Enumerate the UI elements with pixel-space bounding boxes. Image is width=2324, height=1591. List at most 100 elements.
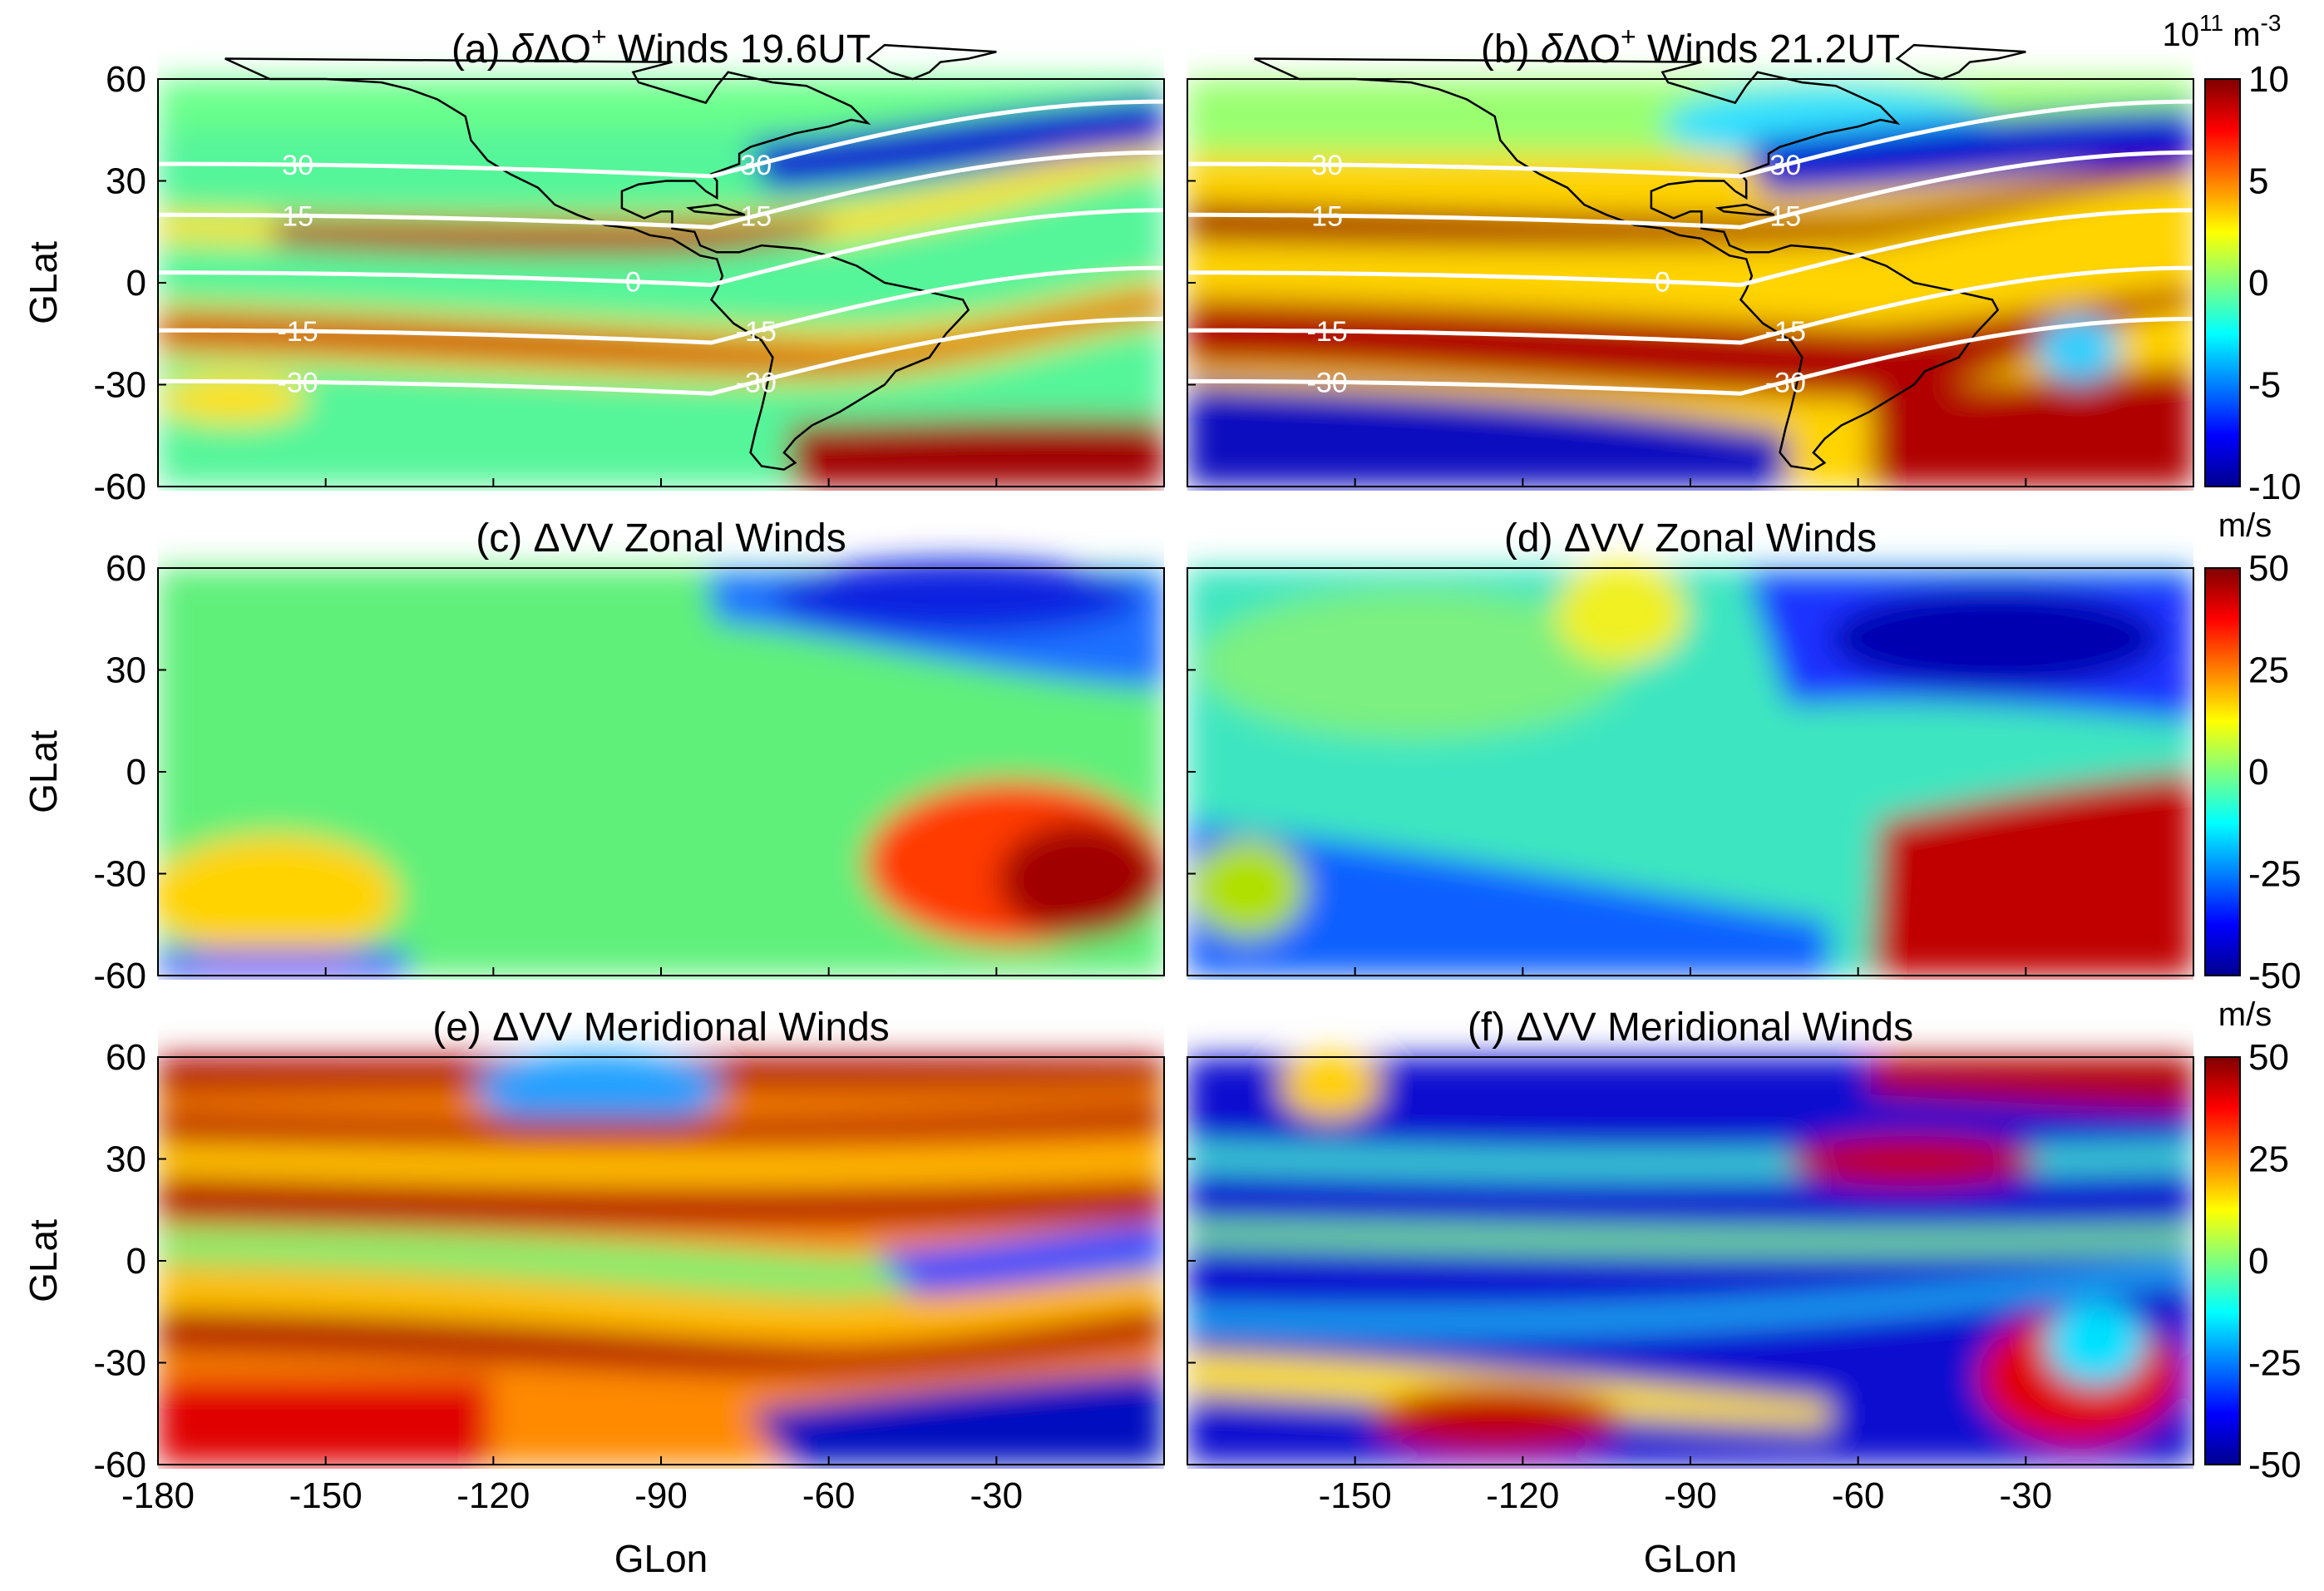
- colorbar-row2: m/s: [2204, 507, 2272, 976]
- ytick-label: 60: [106, 59, 146, 100]
- colorbar-tick-label: 0: [2248, 263, 2268, 304]
- panel-e: [158, 1053, 1164, 1465]
- panel-d-heatmap: [1187, 564, 2193, 976]
- colorbar-tick-label: 25: [2248, 1139, 2289, 1180]
- xtick-label: -150: [289, 1475, 363, 1516]
- ytick-label: 0: [126, 1241, 146, 1282]
- contour-label--15: -15: [278, 316, 318, 348]
- colorbar-row2-bar: [2204, 567, 2241, 976]
- xtick-label: -120: [456, 1475, 530, 1516]
- colorbar-tick-label: -10: [2248, 467, 2302, 507]
- panel-c: [158, 560, 1164, 976]
- coastline-cuba: [1715, 203, 1775, 216]
- ytick-label: 30: [106, 1139, 146, 1180]
- ytick-label: -60: [93, 467, 146, 507]
- panel-a: [158, 79, 1164, 487]
- frame-f: [1187, 1056, 2194, 1465]
- frame-e: [157, 1056, 1165, 1465]
- ytick-label: 30: [106, 161, 146, 202]
- colorbar-row1-unit: 1011 m-3: [2163, 10, 2282, 53]
- xtick-label: -150: [1319, 1475, 1392, 1516]
- contour-mlat--30: [1187, 316, 2193, 396]
- xtick-label: -60: [802, 1475, 856, 1516]
- frame-d: [1187, 567, 2194, 976]
- contour-label-15: 15: [1769, 200, 1801, 232]
- coastline-greenland: [866, 43, 997, 81]
- panel-f-heatmap: [1187, 1053, 2193, 1465]
- colorbar-tick-label: -50: [2248, 1445, 2302, 1485]
- ytick-label: -30: [93, 1343, 146, 1384]
- xlabel-left: GLon: [614, 1537, 708, 1580]
- contour-label-30: 30: [740, 150, 772, 181]
- contour-label-15: 15: [740, 200, 772, 232]
- colorbar-row3: m/s: [2204, 996, 2272, 1465]
- colorbar-row2-unit: m/s: [2218, 507, 2272, 544]
- xtick-label: -30: [970, 1475, 1024, 1516]
- contour-label--30: -30: [1307, 367, 1348, 398]
- title-d: (d) ΔVV Zonal Winds: [1504, 516, 1877, 561]
- xtick-label: -120: [1486, 1475, 1559, 1516]
- xtick-label: -90: [1664, 1475, 1717, 1516]
- xtick-label: -180: [121, 1475, 195, 1516]
- ytick-label: 30: [106, 650, 146, 691]
- title-a: (a) δΔO+ Winds 19.6UT: [451, 22, 871, 72]
- panel-a-heatmap: [158, 79, 1164, 487]
- contour-mlat--15: [1187, 265, 2193, 345]
- contour-label-0: 0: [1655, 267, 1670, 299]
- contour-label-0: 0: [625, 267, 641, 299]
- ylabel-row3: GLat: [22, 1219, 65, 1302]
- panel-b: [1187, 79, 2193, 487]
- title-f: (f) ΔVV Meridional Winds: [1468, 1005, 1913, 1050]
- contour-mlat-30: [158, 99, 1164, 179]
- coastline-greenland: [1895, 43, 2026, 81]
- colorbar-tick-label: 50: [2248, 548, 2289, 589]
- panel-a-overlay: 30 30 15 15 0 -15 -15 -30 -30: [158, 43, 1164, 471]
- ylabel-row2: GLat: [22, 730, 65, 813]
- contour-mlat-0: [158, 208, 1164, 288]
- xtick-label: -60: [1832, 1475, 1885, 1516]
- contour-label--30: -30: [1765, 367, 1806, 398]
- ytick-label: -60: [93, 1445, 146, 1485]
- contour-label-15: 15: [282, 200, 313, 232]
- xtick-label: -30: [2000, 1475, 2053, 1516]
- coastline-americas: [1254, 57, 2000, 471]
- frame-b: [1187, 78, 2194, 487]
- colorbar-tick-label: 0: [2248, 1241, 2268, 1282]
- contour-mlat--30: [158, 316, 1164, 396]
- colorbar-row3-unit: m/s: [2218, 996, 2272, 1033]
- colorbar-tick-label: 10: [2248, 59, 2289, 100]
- colorbar-tick-label: 25: [2248, 650, 2289, 691]
- colorbar-row3-bar: [2204, 1056, 2241, 1465]
- coastline-greenland: [1897, 534, 2026, 568]
- panel-e-heatmap: [158, 1053, 1164, 1465]
- contour-label-30: 30: [1769, 150, 1801, 181]
- contour-mlat-15: [158, 150, 1164, 230]
- colorbar-row1-bar: [2204, 78, 2241, 487]
- coastline-cuba: [685, 203, 746, 216]
- colorbar-tick-label: 5: [2248, 161, 2268, 202]
- coastline-americas: [225, 57, 970, 471]
- contour-label--15: -15: [1307, 316, 1348, 348]
- ytick-label: 60: [106, 548, 146, 589]
- ytick-label: 60: [106, 1037, 146, 1078]
- panel-b-overlay: 30 30 15 15 0 -15 -15 -30 -30: [1187, 43, 2193, 471]
- colorbar-tick-label: -25: [2248, 854, 2302, 895]
- ylabel-row1: GLat: [22, 241, 65, 324]
- panel-d: [1187, 564, 2193, 976]
- ytick-label: -30: [93, 854, 146, 895]
- contour-mlat-30: [1187, 99, 2193, 179]
- frame-a: [157, 78, 1165, 487]
- contour-mlat-15: [1187, 150, 2193, 230]
- colorbar-tick-label: 0: [2248, 752, 2268, 793]
- panel-b-heatmap: [1187, 79, 2193, 487]
- xtick-label: -90: [634, 1475, 688, 1516]
- contour-mlat--15: [158, 265, 1164, 345]
- contour-label-15: 15: [1311, 200, 1343, 232]
- title-c: (c) ΔVV Zonal Winds: [476, 516, 846, 561]
- colorbar-tick-label: 50: [2248, 1037, 2289, 1078]
- ytick-label: 0: [126, 263, 146, 304]
- contour-label--30: -30: [278, 367, 318, 398]
- contour-mlat-0: [1187, 208, 2193, 288]
- ytick-label: -30: [93, 365, 146, 406]
